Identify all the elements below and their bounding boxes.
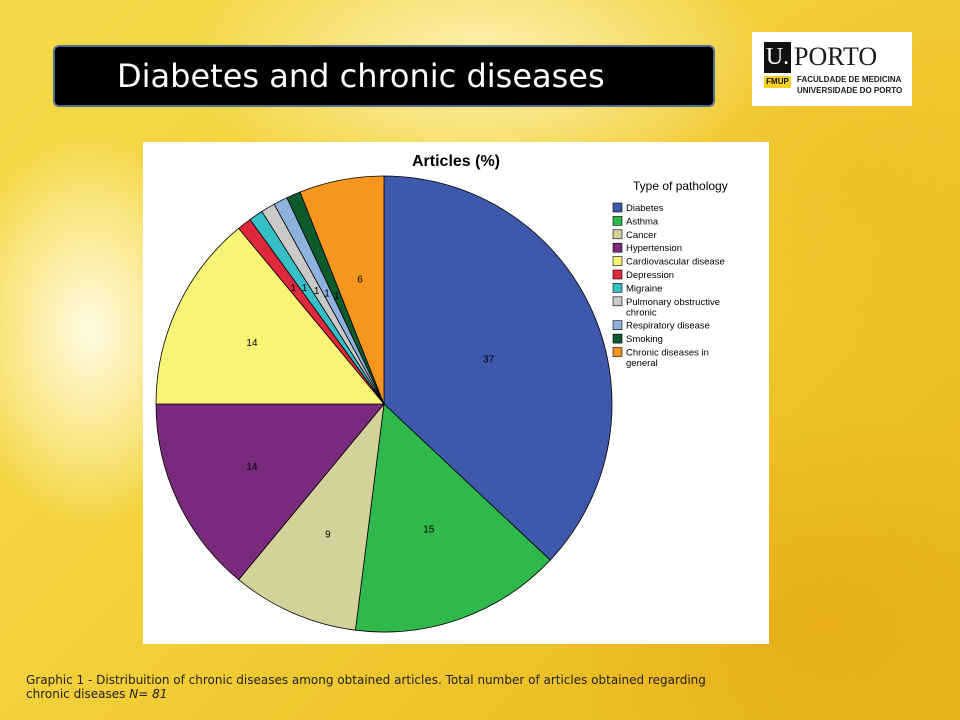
slice-value-label: 37: [483, 355, 495, 366]
legend-label: Cancer: [626, 230, 657, 241]
pie-slices: [155, 175, 613, 633]
slice-value-label: 1: [334, 291, 340, 302]
logo-mark: U.: [764, 42, 791, 73]
legend-swatch: [612, 216, 623, 226]
legend-items: Diabetes Asthma Cancer Hypertension Cardiova…: [612, 202, 725, 370]
university-logo: U. PORTO FMUP FACULDADE DE MEDICINA UNIV…: [752, 32, 912, 106]
legend-label: Chronic diseases in general: [626, 348, 709, 370]
page-title: Diabetes and chronic diseases: [117, 57, 605, 95]
slice-value-label: 1: [314, 286, 320, 297]
legend-swatch: [612, 202, 623, 213]
logo-badge: FMUP: [764, 76, 791, 88]
legend-label: Pulmonary obstructive chronic: [626, 297, 720, 319]
figure-caption: Graphic 1 - Distribuition of chronic dis…: [26, 673, 726, 701]
logo-wordmark: PORTO: [794, 42, 878, 71]
legend-swatch: [612, 283, 623, 293]
legend-label: Cardiovascular disease: [626, 257, 725, 268]
slice-value-label: 1: [302, 283, 308, 294]
legend-swatch: [612, 296, 623, 307]
legend-swatch: [612, 256, 623, 266]
legend-swatch: [612, 320, 623, 330]
legend-swatch: [612, 347, 623, 357]
legend-label: Diabetes: [626, 203, 664, 214]
legend: Type of pathology Diabetes Asthma Cancer Hy…: [612, 179, 728, 370]
slice-value-label: 15: [423, 524, 435, 535]
slice-value-label: 9: [325, 530, 331, 541]
legend-swatch: [612, 333, 623, 344]
legend-label: Smoking: [626, 334, 663, 345]
slice-value-label: 14: [246, 338, 258, 349]
pie-slice-hypertension: [155, 403, 385, 581]
pie-slice-diabetes: [383, 175, 613, 561]
logo-line-university: UNIVERSIDADE DO PORTO: [797, 86, 903, 95]
slice-value-label: 1: [290, 283, 296, 294]
legend-label: Depression: [626, 270, 674, 281]
logo-line-faculty: FACULDADE DE MEDICINA: [797, 75, 902, 84]
legend-swatch: [612, 269, 623, 280]
legend-label: Asthma: [626, 216, 659, 227]
pie-slice-asthma: [354, 403, 551, 633]
legend-swatch: [612, 229, 623, 240]
legend-swatch: [612, 242, 623, 253]
caption-text: Graphic 1 - Distribuition of chronic dis…: [26, 673, 706, 701]
legend-label: Migraine: [626, 283, 662, 294]
title-bar: Diabetes and chronic diseases: [53, 45, 715, 107]
chart-title: Articles (%): [412, 153, 500, 170]
slice-value-label: 14: [246, 462, 258, 473]
legend-title: Type of pathology: [633, 179, 728, 193]
slice-value-label: 6: [357, 275, 363, 286]
slice-value-label: 1: [324, 288, 330, 299]
chart-panel: Articles (%) 37 15 9 14 14 1 1 1 1 1 6 Type of pat…: [143, 142, 769, 644]
pie-slice-cancer: [238, 402, 385, 631]
pie-slice-cardiovascular-disease: [155, 227, 385, 405]
legend-label: Respiratory disease: [626, 321, 710, 332]
caption-sample-size: N= 81: [129, 687, 168, 701]
legend-label: Hypertension: [626, 243, 682, 254]
logo-text: FACULDADE DE MEDICINA UNIVERSIDADE DO PO…: [797, 74, 902, 96]
pie-slice-chronic-diseases-in-general: [299, 175, 385, 405]
